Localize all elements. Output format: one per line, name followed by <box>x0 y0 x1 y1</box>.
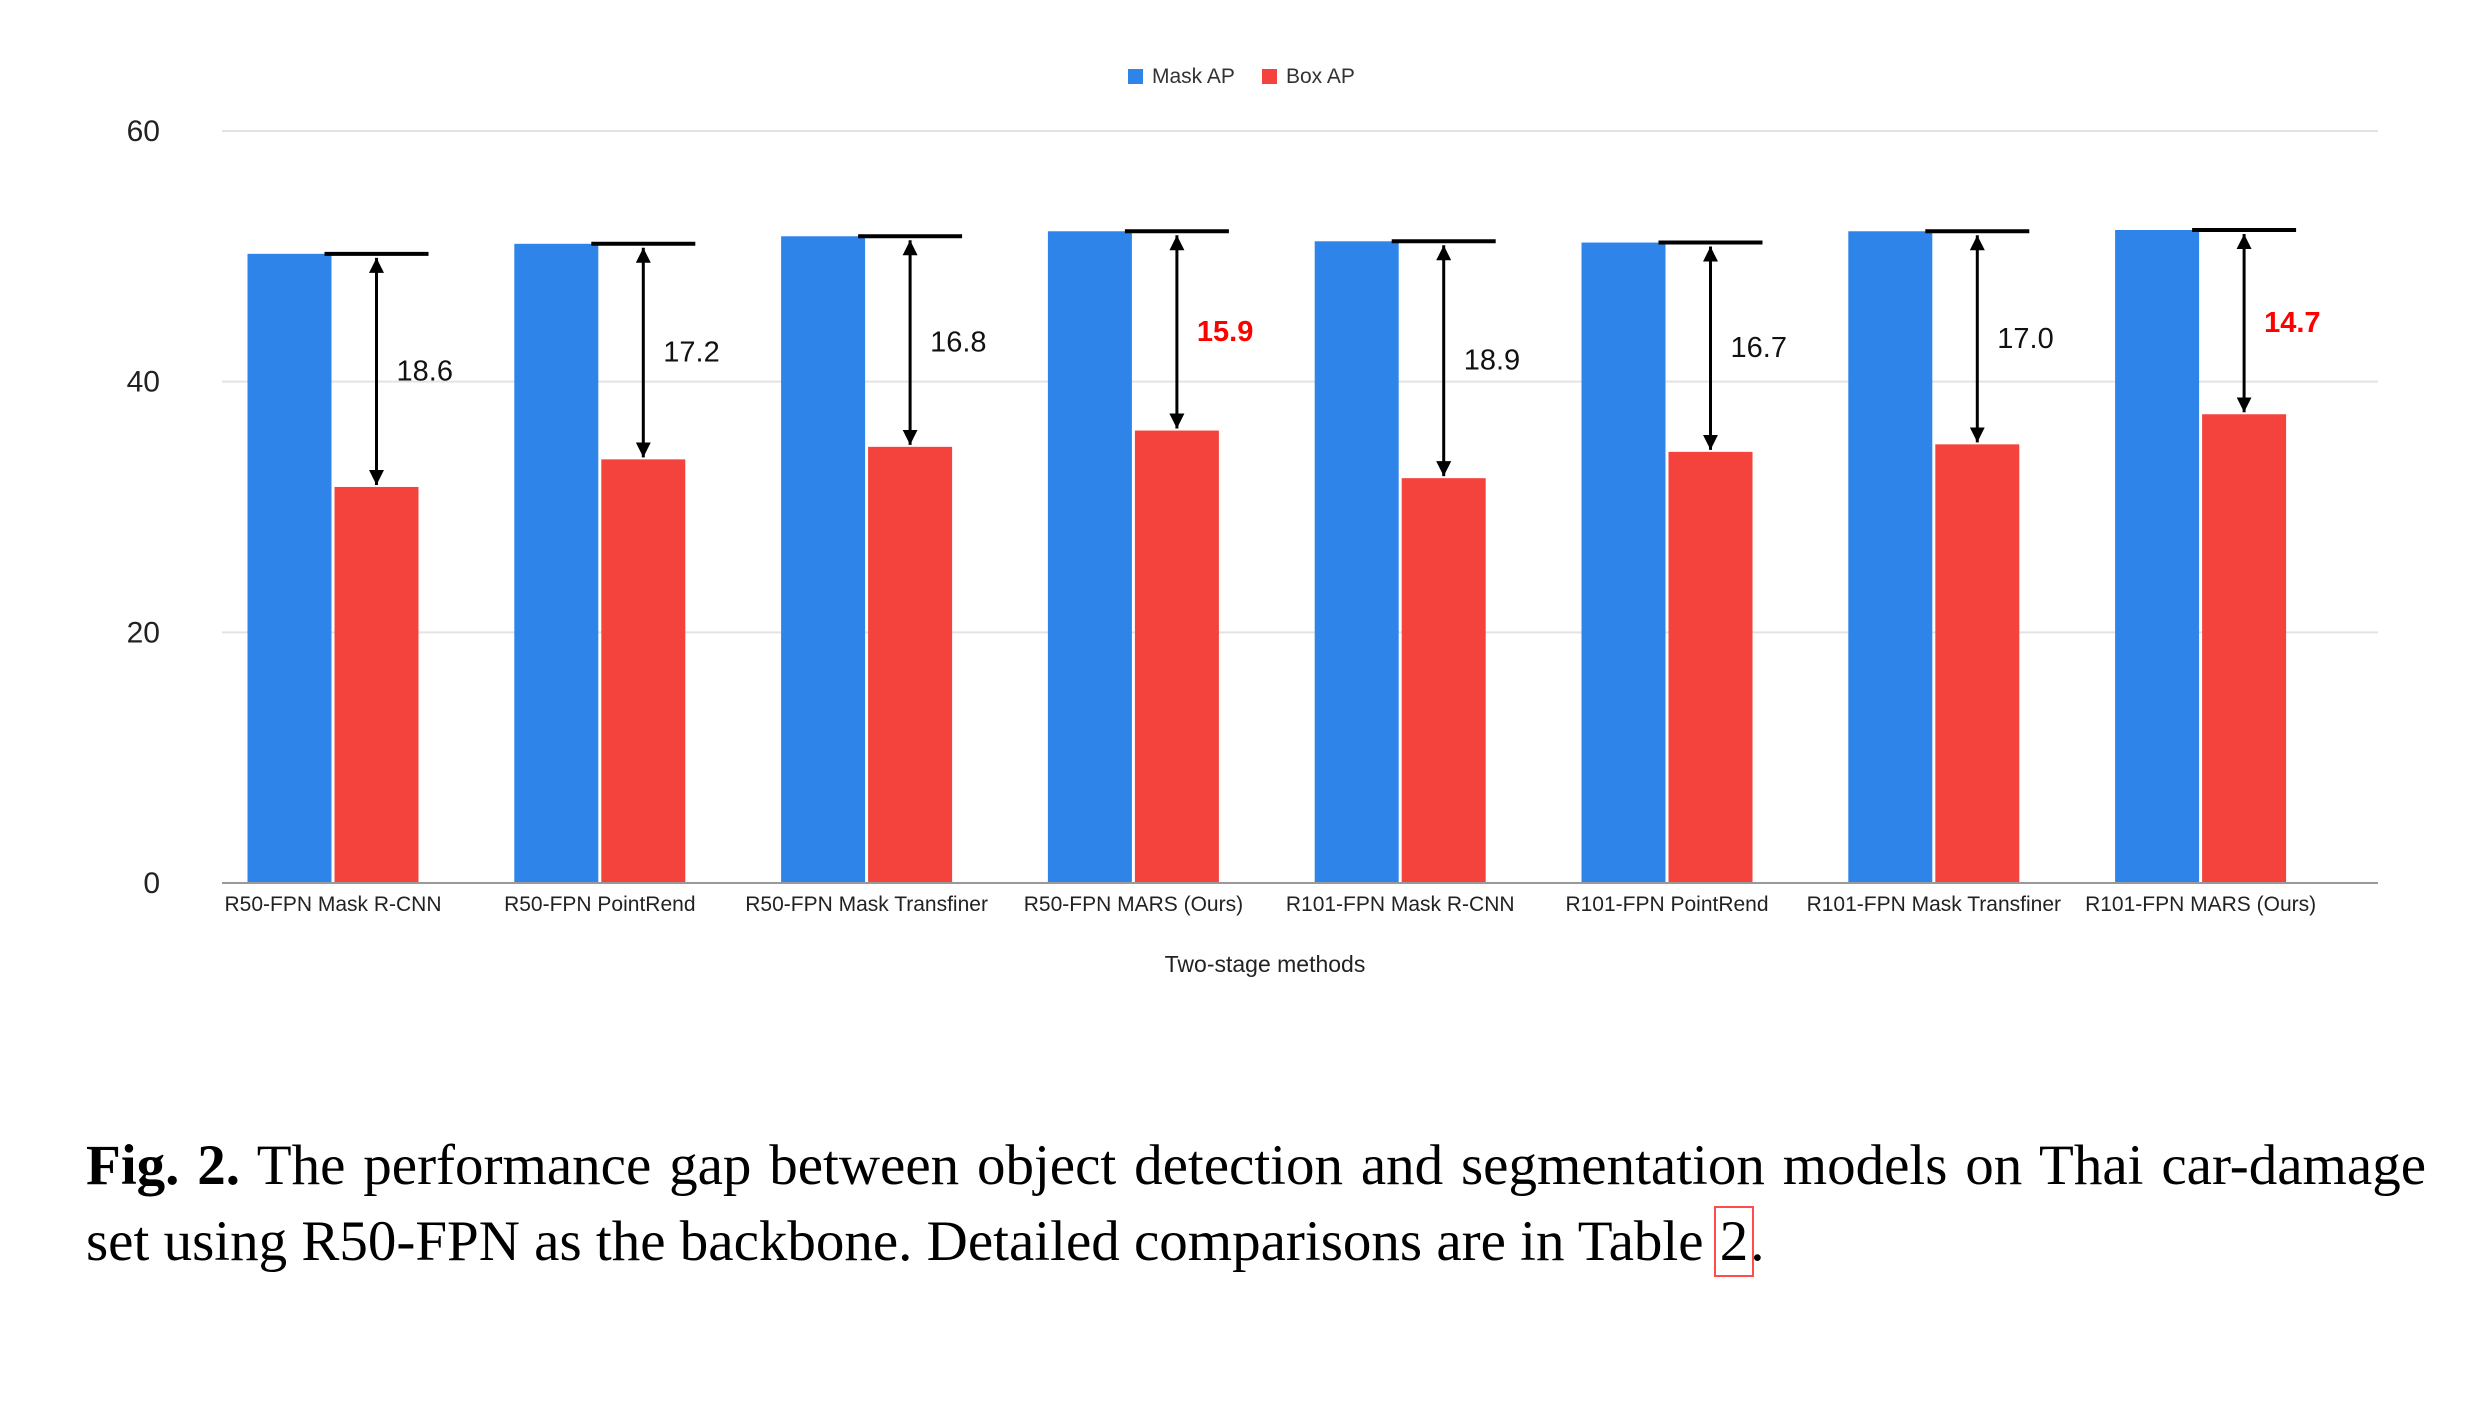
gap-label-4: 18.9 <box>1464 345 1520 377</box>
gap-label-6: 17.0 <box>1997 323 2053 355</box>
gap-annotations: 18.6 17.2 16.8 15.9 18.9 16.7 17.0 14.7 <box>324 228 2321 485</box>
mask-ap-bar-6 <box>1848 231 1933 883</box>
legend-swatch-0 <box>1128 69 1143 84</box>
x-tick-label-3: R50-FPN MARS (Ours) <box>1024 893 1243 916</box>
box-ap-bar-3 <box>1134 430 1219 883</box>
mask-ap-bar-4 <box>1314 241 1399 883</box>
caption-table-ref-link[interactable]: 2 <box>1713 1206 1755 1277</box>
gap-label-1: 17.2 <box>663 337 719 369</box>
gap-label-3: 15.9 <box>1197 316 1253 348</box>
box-ap-bar-6 <box>1935 444 2020 883</box>
box-ap-bar-1 <box>601 459 686 883</box>
y-tick-label-60: 60 <box>127 115 160 148</box>
bars <box>247 230 2287 884</box>
y-tick-label-20: 20 <box>127 616 160 649</box>
mask-ap-bar-2 <box>781 236 866 883</box>
x-axis-title: Two-stage methods <box>1165 951 1366 977</box>
box-ap-bar-0 <box>334 486 419 883</box>
box-ap-bar-7 <box>2202 414 2287 883</box>
legend: Mask AP Box AP <box>1128 65 1355 88</box>
y-tick-label-0: 0 <box>143 867 160 900</box>
gap-label-0: 18.6 <box>397 355 453 387</box>
mask-ap-bar-5 <box>1581 242 1666 884</box>
legend-label-0: Mask AP <box>1152 65 1235 88</box>
x-tick-label-5: R101-FPN PointRend <box>1565 893 1768 916</box>
caption-text: The performance gap between object detec… <box>86 1134 2426 1273</box>
box-ap-bar-2 <box>868 446 953 883</box>
y-tick-label-40: 40 <box>127 366 160 399</box>
figure-caption: Fig. 2. The performance gap between obje… <box>86 1128 2426 1280</box>
box-ap-bar-4 <box>1401 478 1486 883</box>
x-tick-label-4: R101-FPN Mask R-CNN <box>1286 893 1515 916</box>
gap-label-2: 16.8 <box>930 327 986 359</box>
x-axis-labels: R50-FPN Mask R-CNN R50-FPN PointRend R50-F… <box>224 893 2316 916</box>
legend-swatch-1 <box>1262 69 1277 84</box>
x-tick-label-1: R50-FPN PointRend <box>504 893 695 916</box>
x-tick-label-0: R50-FPN Mask R-CNN <box>224 893 441 916</box>
caption-text-end: . <box>1750 1210 1765 1273</box>
x-tick-label-6: R101-FPN Mask Transfiner <box>1807 893 2061 916</box>
mask-ap-bar-3 <box>1047 231 1132 883</box>
gap-label-5: 16.7 <box>1731 332 1787 364</box>
mask-ap-bar-0 <box>247 253 332 883</box>
caption-figure-label: Fig. 2. <box>86 1134 240 1197</box>
gap-label-7: 14.7 <box>2264 307 2320 339</box>
legend-label-1: Box AP <box>1286 65 1355 88</box>
y-axis-ticks: 0 20 40 60 <box>127 115 160 900</box>
box-ap-bar-5 <box>1668 451 1753 883</box>
mask-ap-bar-1 <box>514 243 599 884</box>
mask-ap-bar-7 <box>2115 230 2200 884</box>
x-tick-label-7: R101-FPN MARS (Ours) <box>2085 893 2316 916</box>
x-tick-label-2: R50-FPN Mask Transfiner <box>745 893 988 916</box>
